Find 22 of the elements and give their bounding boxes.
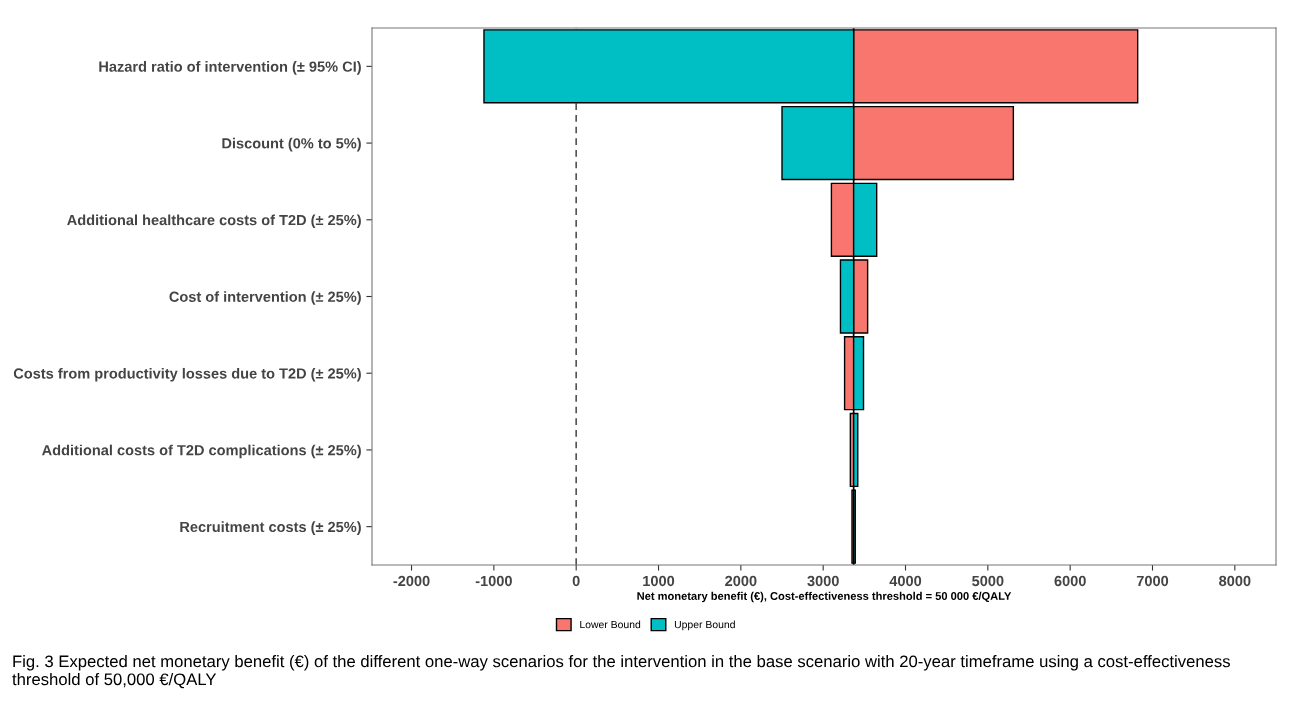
y-tick-label: Additional healthcare costs of T2D (± 25%) <box>67 214 361 229</box>
x-tick-label: -1000 <box>475 575 512 587</box>
caption: Fig. 3 Expected net monetary benefit (€) of the different one-way scenarios for the intervention in the base scenario with 20-year timeframe using a cost-effectiveness threshold of 50,000 €/QALY <box>12 655 1230 689</box>
y-tick-label: Costs from productivity losses due to T2D (± 25%) <box>13 367 361 382</box>
y-tick-label: Cost of intervention (± 25%) <box>169 291 361 305</box>
x-tick-label: -2000 <box>393 575 430 587</box>
x-tick-label: 6000 <box>1054 575 1086 587</box>
y-tick-label: Hazard ratio of intervention (± 95% CI) <box>99 61 361 75</box>
y-tick-label: Additional costs of T2D complications (± 25%) <box>42 444 361 459</box>
x-tick-label: 3000 <box>807 575 839 587</box>
x-tick-label: 8000 <box>1219 575 1251 587</box>
x-tick-label: 4000 <box>889 575 922 587</box>
y-tick-label: Recruitment costs (± 25%) <box>180 521 361 535</box>
x-tick-label: 5000 <box>972 575 1004 587</box>
x-tick-label: 0 <box>572 575 580 587</box>
x-axis-title: Net monetary benefit (€), Cost-effectiveness threshold = 50 000 €/QALY <box>637 591 1012 603</box>
legend-label: Lower Bound <box>580 620 641 629</box>
x-tick-label: 1000 <box>643 575 675 587</box>
y-tick-label: Discount (0% to 5%) <box>222 137 361 152</box>
x-tick-label: 7000 <box>1136 575 1169 587</box>
legend-label: Upper Bound <box>674 620 735 631</box>
x-tick-label: 2000 <box>725 575 757 587</box>
